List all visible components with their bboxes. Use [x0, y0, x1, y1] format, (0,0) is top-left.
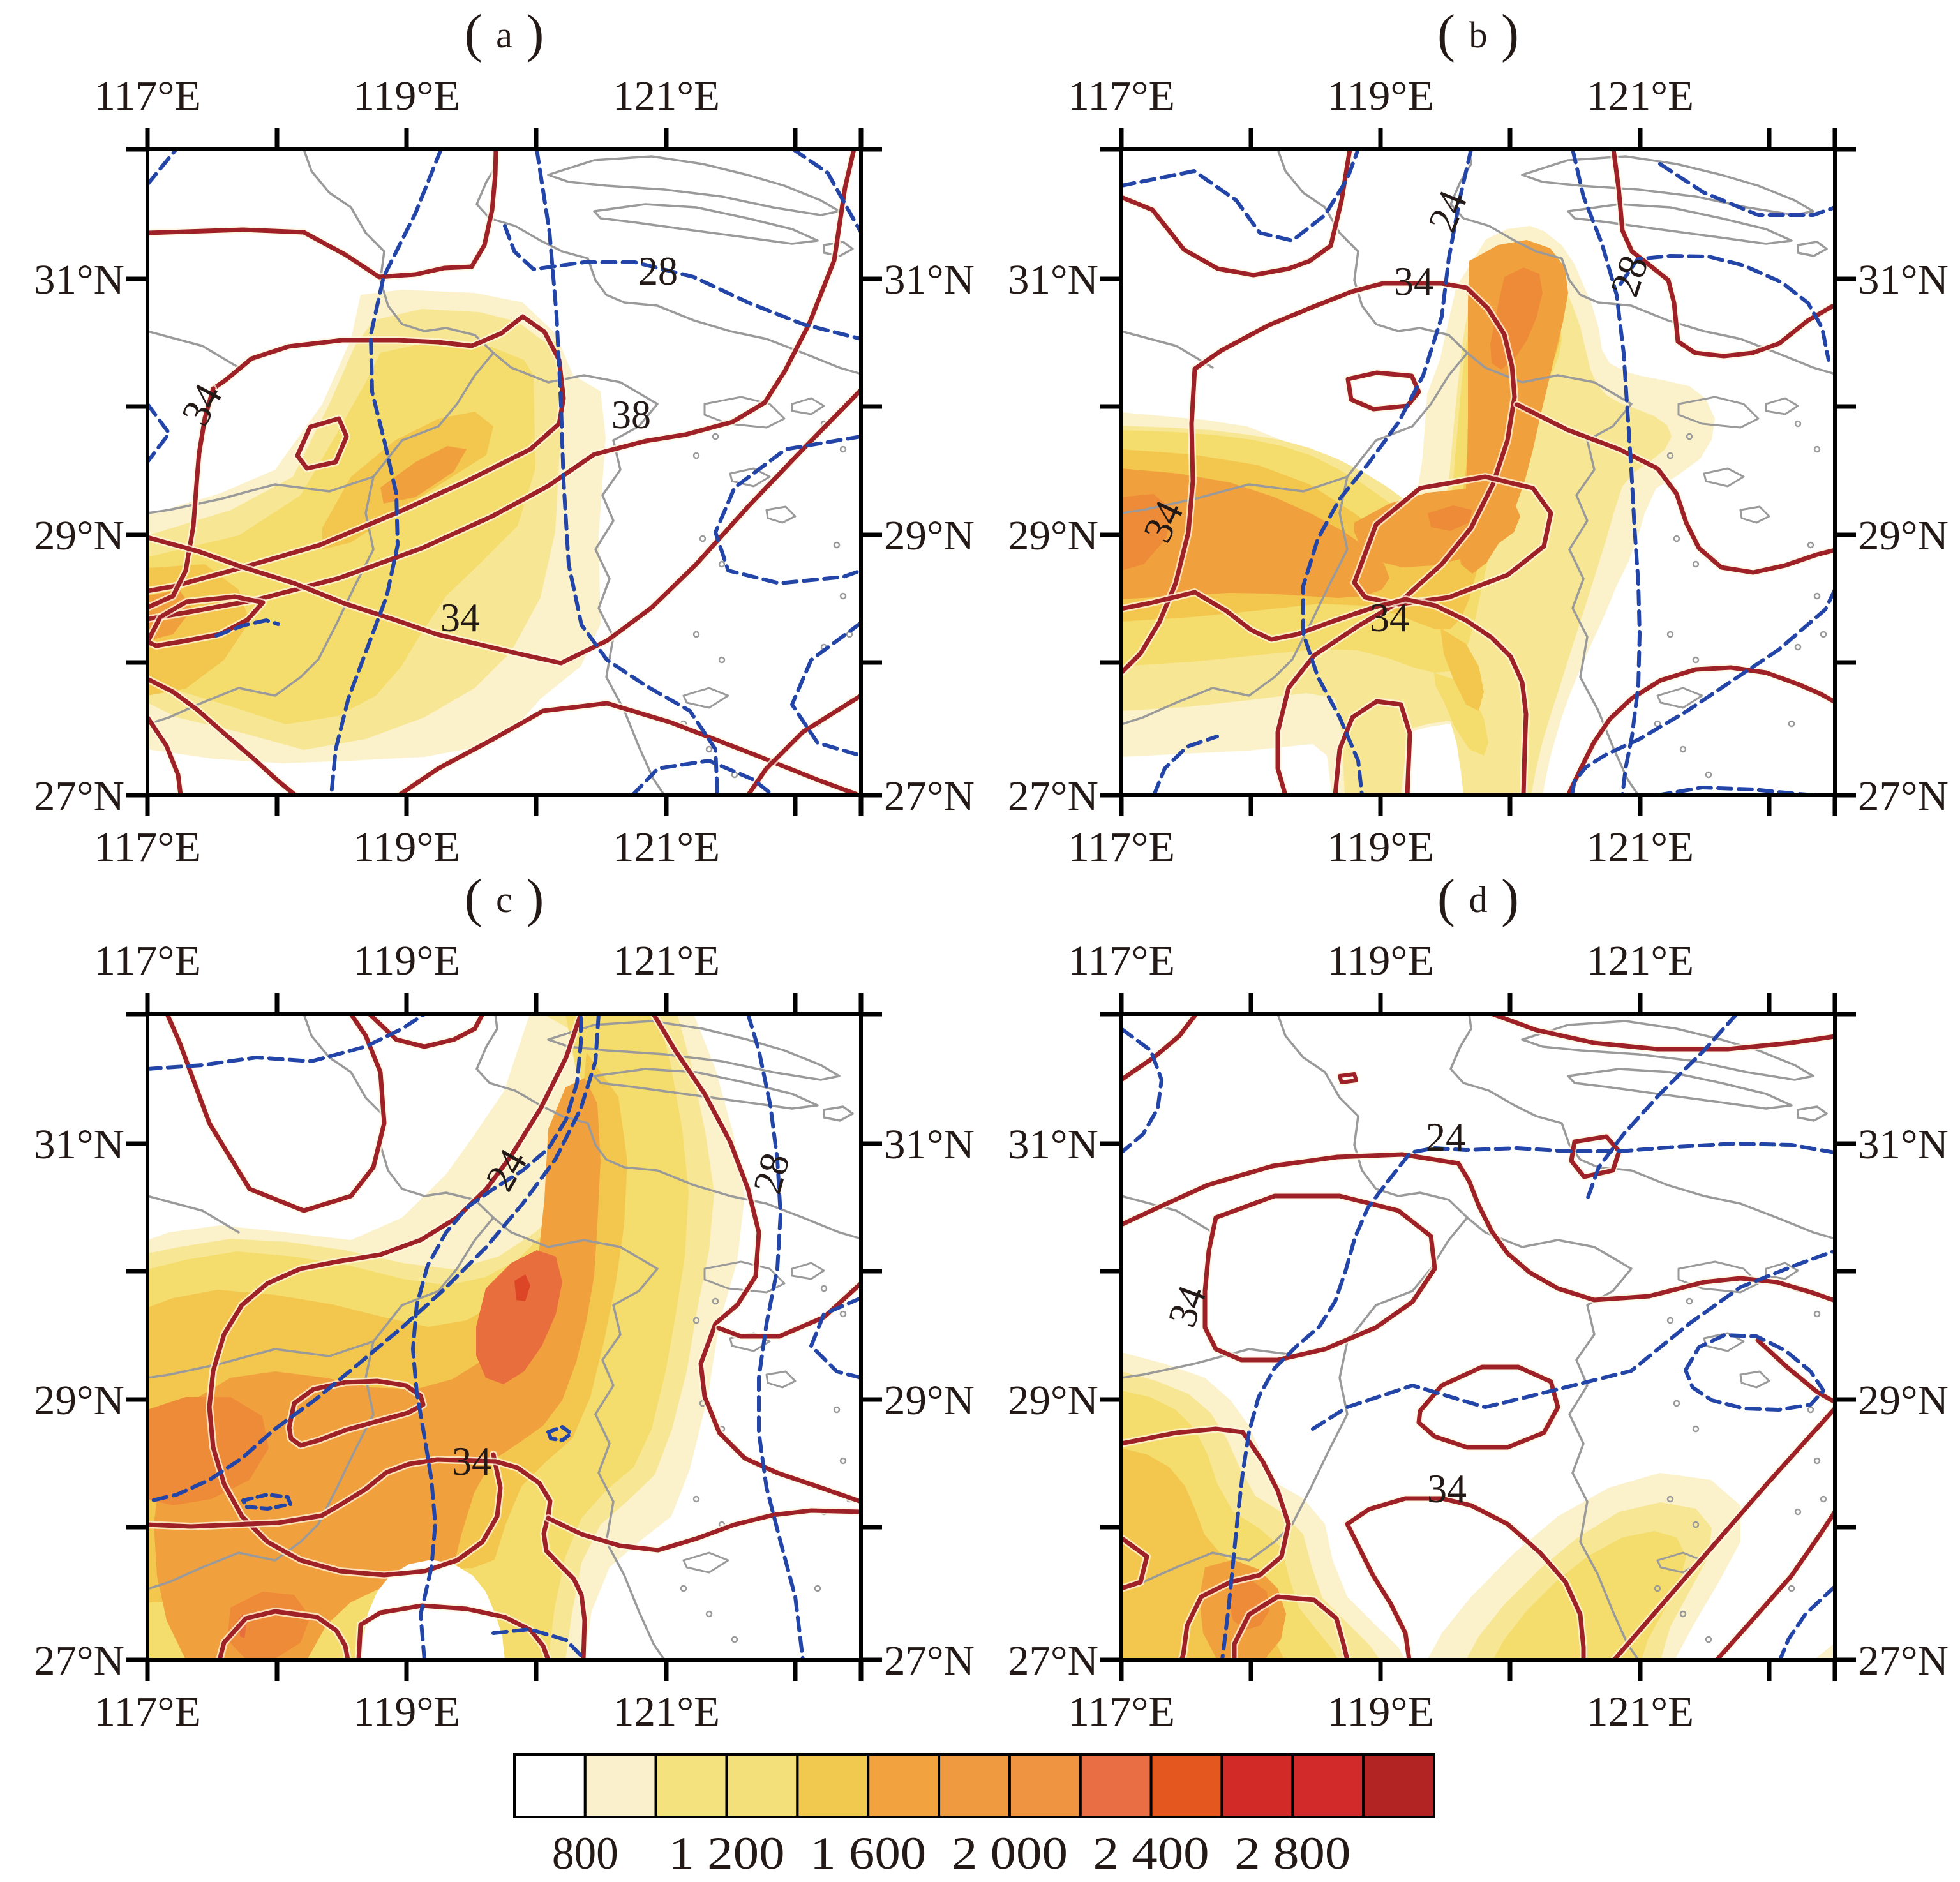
svg-text:29°N: 29°N	[1858, 512, 1949, 559]
svg-text:31°N: 31°N	[1008, 257, 1098, 303]
svg-text:121°E: 121°E	[613, 937, 720, 984]
svg-text:117°E: 117°E	[94, 1689, 201, 1735]
svg-text:119°E: 119°E	[353, 937, 460, 984]
svg-text:34: 34	[440, 595, 480, 640]
svg-text:31°N: 31°N	[884, 1121, 975, 1168]
svg-text:121°E: 121°E	[1587, 824, 1694, 870]
svg-text:800: 800	[552, 1828, 618, 1879]
svg-text:31°N: 31°N	[1858, 1121, 1949, 1168]
svg-text:27°N: 27°N	[1858, 1638, 1949, 1684]
svg-text:117°E: 117°E	[1068, 73, 1175, 119]
svg-text:29°N: 29°N	[34, 512, 124, 559]
svg-text:117°E: 117°E	[94, 73, 201, 119]
svg-text:27°N: 27°N	[34, 1638, 124, 1684]
svg-text:31°N: 31°N	[884, 257, 975, 303]
svg-text:28: 28	[638, 248, 678, 294]
svg-text:29°N: 29°N	[1858, 1377, 1949, 1424]
svg-text:27°N: 27°N	[1008, 1638, 1098, 1684]
svg-text:34: 34	[1370, 595, 1409, 640]
svg-text:27°N: 27°N	[884, 773, 975, 819]
svg-text:121°E: 121°E	[613, 1689, 720, 1735]
svg-text:27°N: 27°N	[1008, 773, 1098, 819]
svg-text:27°N: 27°N	[1858, 773, 1949, 819]
svg-text:117°E: 117°E	[94, 937, 201, 984]
svg-text:117°E: 117°E	[1068, 1689, 1175, 1735]
svg-text:1 200: 1 200	[669, 1828, 785, 1879]
svg-text:27°N: 27°N	[884, 1638, 975, 1684]
svg-text:31°N: 31°N	[34, 1121, 124, 1168]
svg-text:34: 34	[452, 1438, 491, 1484]
svg-text:121°E: 121°E	[613, 73, 720, 119]
svg-text:34: 34	[1427, 1466, 1467, 1511]
svg-text:121°E: 121°E	[1587, 937, 1694, 984]
svg-text:2 400: 2 400	[1093, 1828, 1209, 1879]
svg-text:31°N: 31°N	[34, 257, 124, 303]
svg-text:29°N: 29°N	[884, 512, 975, 559]
svg-text:29°N: 29°N	[34, 1377, 124, 1424]
svg-text:119°E: 119°E	[1327, 937, 1434, 984]
svg-text:117°E: 117°E	[1068, 824, 1175, 870]
svg-text:( d ): ( d )	[1437, 869, 1519, 928]
svg-text:121°E: 121°E	[1587, 1689, 1694, 1735]
svg-text:( b ): ( b )	[1437, 4, 1519, 63]
svg-text:34: 34	[1394, 258, 1433, 304]
svg-text:27°N: 27°N	[34, 773, 124, 819]
svg-text:119°E: 119°E	[1327, 1689, 1434, 1735]
svg-text:29°N: 29°N	[884, 1377, 975, 1424]
svg-text:38: 38	[611, 392, 651, 437]
svg-text:( c ): ( c )	[465, 869, 544, 928]
svg-text:121°E: 121°E	[1587, 73, 1694, 119]
svg-text:119°E: 119°E	[1327, 73, 1434, 119]
svg-text:119°E: 119°E	[1327, 824, 1434, 870]
svg-text:121°E: 121°E	[613, 824, 720, 870]
svg-text:( a ): ( a )	[465, 4, 544, 63]
svg-text:117°E: 117°E	[94, 824, 201, 870]
svg-text:2 800: 2 800	[1234, 1828, 1350, 1879]
svg-text:24: 24	[1426, 1114, 1465, 1160]
svg-text:117°E: 117°E	[1068, 937, 1175, 984]
svg-text:2 000: 2 000	[952, 1828, 1068, 1879]
svg-text:29°N: 29°N	[1008, 1377, 1098, 1424]
svg-text:119°E: 119°E	[353, 824, 460, 870]
svg-text:29°N: 29°N	[1008, 512, 1098, 559]
svg-text:31°N: 31°N	[1858, 257, 1949, 303]
svg-text:119°E: 119°E	[353, 1689, 460, 1735]
svg-text:1 600: 1 600	[810, 1828, 926, 1879]
svg-text:119°E: 119°E	[353, 73, 460, 119]
svg-text:31°N: 31°N	[1008, 1121, 1098, 1168]
